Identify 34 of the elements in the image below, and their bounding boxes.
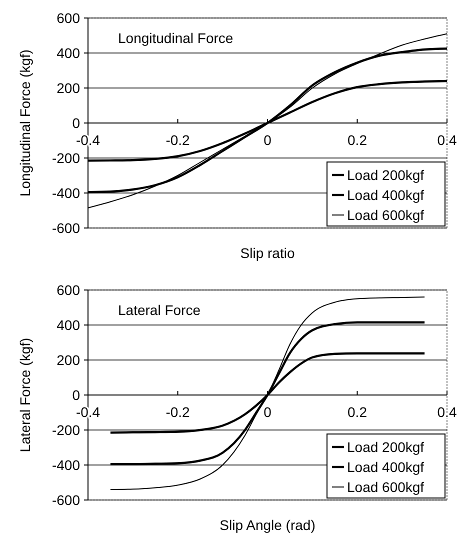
y-tick-label: 400 [56,317,80,333]
legend-label: Load 200kgf [347,167,424,183]
y-tick-label: 600 [56,282,80,298]
legend-label: Load 200kgf [347,439,424,455]
x-tick-label: 0.4 [437,404,457,420]
y-tick-label: -600 [52,492,80,508]
x-axis-title: Slip Angle (rad) [220,517,316,533]
x-tick-label: -0.2 [166,404,190,420]
x-tick-label: 0 [264,404,272,420]
x-tick-label: 0.2 [348,132,368,148]
x-tick-label: 0.2 [348,404,368,420]
legend-label: Load 600kgf [347,207,424,223]
y-axis-title: Lateral Force (kgf) [17,338,33,452]
x-tick-label: 0.4 [437,132,457,148]
x-tick-label: 0 [264,132,272,148]
y-tick-label: -200 [52,150,80,166]
text: Longitudinal Force [118,30,234,46]
text: Lateral Force [118,302,201,318]
y-tick-label: 200 [56,80,80,96]
x-axis-title: Slip ratio [240,245,295,261]
y-tick-label: 600 [56,10,80,26]
legend-label: Load 400kgf [347,459,424,475]
y-tick-label: -400 [52,185,80,201]
y-tick-label: 200 [56,352,80,368]
y-tick-label: 0 [72,387,80,403]
legend-label: Load 400kgf [347,187,424,203]
y-tick-label: -600 [52,220,80,236]
y-tick-label: 0 [72,115,80,131]
legend-label: Load 600kgf [347,479,424,495]
x-tick-label: -0.2 [166,132,190,148]
y-tick-label: 400 [56,45,80,61]
y-tick-label: -400 [52,457,80,473]
y-axis-title: Longitudinal Force (kgf) [17,49,33,197]
y-tick-label: -200 [52,422,80,438]
